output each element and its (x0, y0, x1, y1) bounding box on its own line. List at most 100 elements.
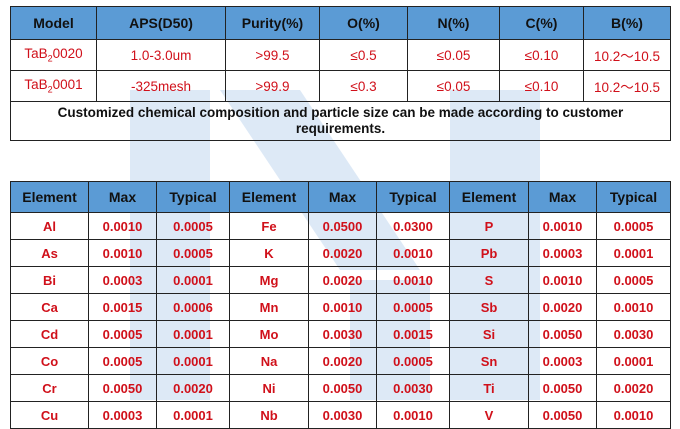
cell-max: 0.0020 (308, 266, 377, 294)
cell-element: Cr (10, 374, 89, 402)
cell-max: 0.0005 (88, 320, 157, 348)
cell-element: Si (449, 320, 529, 348)
header-model: Model (10, 6, 97, 40)
cell-model: TaB20020 (10, 39, 97, 71)
cell-element: Cd (10, 320, 89, 348)
table-row: Al 0.0010 0.0005 Fe 0.0500 0.0300 P 0.0010 0.000… (10, 212, 671, 240)
cell-max: 0.0015 (88, 293, 157, 321)
table-row: Cr 0.0050 0.0020 Ni 0.0050 0.0030 Ti 0.0050 0.00… (10, 374, 671, 402)
cell-max: 0.0010 (308, 293, 377, 321)
cell-typical: 0.0020 (156, 374, 230, 402)
cell-max: 0.0010 (88, 212, 157, 240)
impurity-header-cell: Element (449, 181, 529, 213)
cell-max: 0.0010 (528, 212, 597, 240)
cell-max: 0.0010 (528, 266, 597, 294)
cell-typical: 0.0005 (376, 293, 450, 321)
cell-max: 0.0003 (528, 347, 597, 375)
cell-typical: 0.0010 (596, 401, 671, 429)
cell-max: 0.0010 (88, 239, 157, 267)
header-nitrogen: N(%) (407, 6, 500, 40)
cell-element: Ni (229, 374, 309, 402)
cell-model: TaB20001 (10, 70, 97, 102)
cell-typical: 0.0005 (376, 347, 450, 375)
cell-element: K (229, 239, 309, 267)
cell-max: 0.0500 (308, 212, 377, 240)
cell-typical: 0.0010 (376, 401, 450, 429)
cell-element: Mg (229, 266, 309, 294)
cell-boron: 10.2～10.5 (583, 39, 671, 71)
cell-typical: 0.0001 (596, 347, 671, 375)
cell-typical: 0.0001 (156, 401, 230, 429)
cell-element: S (449, 266, 529, 294)
cell-element: Sn (449, 347, 529, 375)
customization-note: Customized chemical composition and part… (10, 101, 671, 141)
model-suffix: 0001 (52, 77, 83, 93)
impurity-header-cell: Max (528, 181, 597, 213)
impurity-header-cell: Typical (596, 181, 671, 213)
header-aps: APS(D50) (96, 6, 226, 40)
header-oxygen: O(%) (319, 6, 408, 40)
cell-max: 0.0050 (528, 401, 597, 429)
spec-note-row: Customized chemical composition and part… (10, 101, 671, 141)
cell-typical: 0.0300 (376, 212, 450, 240)
cell-max: 0.0050 (88, 374, 157, 402)
cell-max: 0.0050 (308, 374, 377, 402)
cell-typical: 0.0005 (596, 212, 671, 240)
cell-nitrogen: ≤0.05 (407, 70, 500, 102)
cell-oxygen: ≤0.5 (319, 39, 408, 71)
impurity-header-row: Element Max Typical Element Max Typical Elemen… (10, 181, 671, 213)
table-row: As 0.0010 0.0005 K 0.0020 0.0010 Pb 0.0003 0.000… (10, 239, 671, 267)
cell-oxygen: ≤0.3 (319, 70, 408, 102)
cell-max: 0.0003 (528, 239, 597, 267)
cell-element: Ca (10, 293, 89, 321)
cell-max: 0.0003 (88, 266, 157, 294)
cell-max: 0.0020 (308, 239, 377, 267)
cell-nitrogen: ≤0.05 (407, 39, 500, 71)
cell-typical: 0.0030 (376, 374, 450, 402)
cell-carbon: ≤0.10 (499, 70, 584, 102)
cell-element: Na (229, 347, 309, 375)
cell-typical: 0.0001 (156, 347, 230, 375)
cell-max: 0.0030 (308, 320, 377, 348)
cell-element: Nb (229, 401, 309, 429)
cell-typical: 0.0006 (156, 293, 230, 321)
cell-purity: >99.9 (225, 70, 320, 102)
impurity-header-cell: Element (10, 181, 89, 213)
cell-max: 0.0020 (528, 293, 597, 321)
cell-element: Mo (229, 320, 309, 348)
cell-element: Cu (10, 401, 89, 429)
cell-typical: 0.0001 (596, 239, 671, 267)
cell-typical: 0.0005 (156, 212, 230, 240)
impurity-header-cell: Max (88, 181, 157, 213)
cell-max: 0.0005 (88, 347, 157, 375)
cell-typical: 0.0001 (156, 320, 230, 348)
cell-element: Fe (229, 212, 309, 240)
cell-element: Ti (449, 374, 529, 402)
spec-row: TaB20020 1.0-3.0um >99.5 ≤0.5 ≤0.05 ≤0.10 10.2… (10, 39, 671, 71)
cell-typical: 0.0030 (596, 320, 671, 348)
spec-table: Model APS(D50) Purity(%) O(%) N(%) C(%) … (10, 6, 671, 141)
impurity-header-cell: Element (229, 181, 309, 213)
impurity-header-cell: Typical (156, 181, 230, 213)
cell-max: 0.0050 (528, 320, 597, 348)
cell-typical: 0.0010 (376, 266, 450, 294)
header-carbon: C(%) (499, 6, 584, 40)
model-suffix: 0020 (52, 46, 83, 62)
table-row: Co 0.0005 0.0001 Na 0.0020 0.0005 Sn 0.0003 0.00… (10, 347, 671, 375)
cell-element: Sb (449, 293, 529, 321)
spec-header-row: Model APS(D50) Purity(%) O(%) N(%) C(%) … (10, 6, 671, 40)
spec-row: TaB20001 -325mesh >99.9 ≤0.3 ≤0.05 ≤0.10 10.2～… (10, 70, 671, 102)
cell-typical: 0.0005 (156, 239, 230, 267)
model-prefix: TaB (24, 77, 48, 93)
cell-element: Pb (449, 239, 529, 267)
cell-boron: 10.2～10.5 (583, 70, 671, 102)
cell-element: Bi (10, 266, 89, 294)
cell-max: 0.0020 (308, 347, 377, 375)
cell-typical: 0.0001 (156, 266, 230, 294)
cell-typical: 0.0015 (376, 320, 450, 348)
cell-carbon: ≤0.10 (499, 39, 584, 71)
model-subscript: 2 (47, 84, 53, 95)
cell-max: 0.0003 (88, 401, 157, 429)
cell-typical: 0.0010 (596, 293, 671, 321)
cell-element: V (449, 401, 529, 429)
